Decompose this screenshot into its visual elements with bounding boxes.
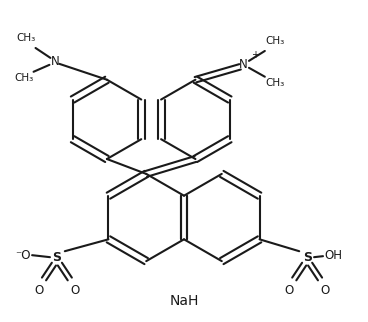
Text: O: O xyxy=(35,284,44,298)
Text: CH₃: CH₃ xyxy=(16,33,35,43)
Text: O: O xyxy=(285,284,294,298)
Text: O: O xyxy=(70,284,79,298)
Text: S: S xyxy=(302,251,312,264)
Text: S: S xyxy=(52,251,61,264)
Text: CH₃: CH₃ xyxy=(265,78,284,88)
Text: ⁻O: ⁻O xyxy=(15,249,31,262)
Text: +: + xyxy=(251,50,259,60)
Text: NaH: NaH xyxy=(169,294,199,308)
Text: CH₃: CH₃ xyxy=(265,36,284,46)
Text: O: O xyxy=(321,284,330,298)
Text: N: N xyxy=(51,55,60,68)
Text: N: N xyxy=(238,58,247,71)
Text: CH₃: CH₃ xyxy=(14,73,33,83)
Text: OH: OH xyxy=(324,249,342,262)
